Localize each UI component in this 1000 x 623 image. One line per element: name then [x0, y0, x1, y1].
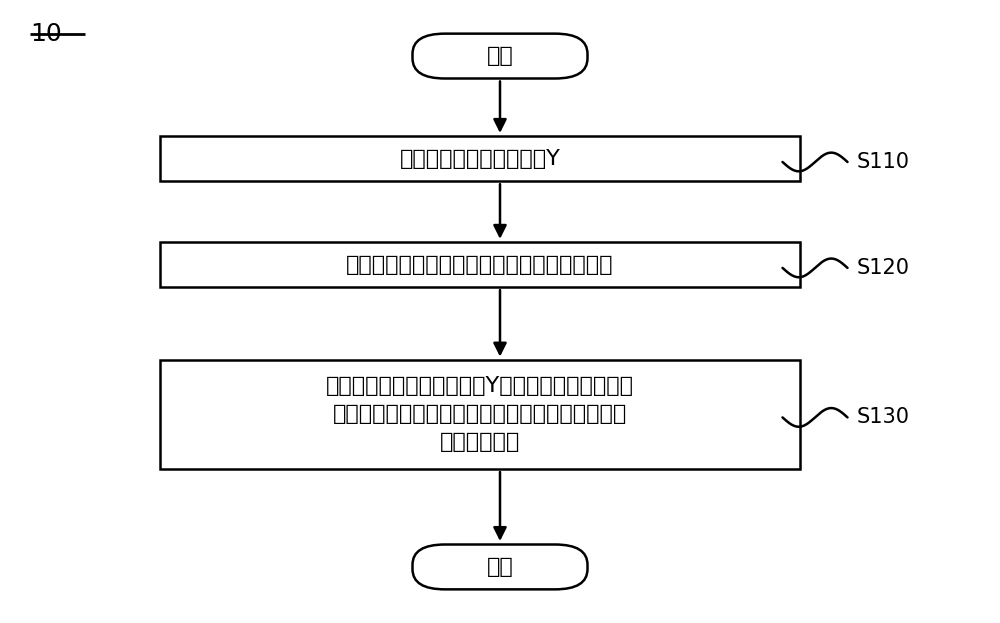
Text: 获取一单位地理区域内的客户的地理信息数据: 获取一单位地理区域内的客户的地理信息数据 — [346, 255, 614, 275]
Text: S110: S110 — [857, 152, 910, 172]
Text: S120: S120 — [857, 258, 910, 278]
FancyBboxPatch shape — [413, 34, 587, 78]
Text: 确定一客户区块划分阈值Y: 确定一客户区块划分阈值Y — [400, 149, 560, 169]
Bar — [160, 360, 800, 468]
Text: 根据上述客户区块划分阈值Y及单位地理区域内的客
户的地理信息数据，将所述单位地理区域划分为若
干个客户区块: 根据上述客户区块划分阈值Y及单位地理区域内的客 户的地理信息数据，将所述单位地理… — [326, 376, 634, 452]
Bar — [160, 136, 800, 181]
Bar — [160, 242, 800, 287]
Text: 开始: 开始 — [487, 46, 513, 66]
FancyBboxPatch shape — [413, 545, 587, 589]
Text: 10: 10 — [30, 22, 62, 46]
Text: 结束: 结束 — [487, 557, 513, 577]
Text: S130: S130 — [857, 407, 910, 427]
